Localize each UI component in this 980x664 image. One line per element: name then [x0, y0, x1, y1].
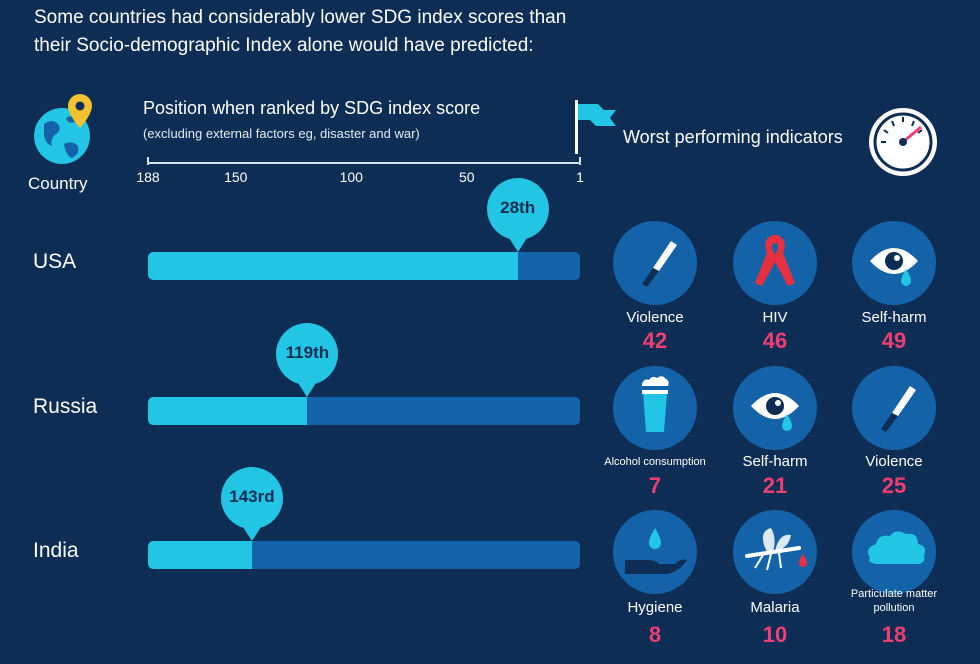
indicator-circle	[852, 221, 936, 305]
rank-label: 28th	[500, 198, 536, 217]
indicator-circle	[733, 510, 817, 594]
country-name: USA	[33, 250, 77, 273]
indicator-label: Alcohol consumption	[604, 456, 706, 468]
rank-bar	[148, 252, 518, 280]
indicator-rank-value: 49	[881, 328, 907, 353]
indicator-label: Self-harm	[742, 453, 808, 470]
indicator-circle	[613, 510, 697, 594]
crying-eye-icon	[751, 393, 799, 431]
indicators-title: Worst performing indicators	[623, 127, 843, 147]
rank-label: 143rd	[229, 487, 275, 506]
headline-line-1: Some countries had considerably lower SD…	[34, 7, 567, 28]
country-name: India	[33, 539, 79, 562]
indicator-label: Particulate matter pollution	[850, 588, 938, 614]
rank-bar-track	[148, 397, 580, 425]
indicator-label: Malaria	[750, 599, 800, 616]
indicator-rank-value: 7	[648, 473, 662, 498]
headline-line-2: their Socio-demographic Index alone woul…	[34, 35, 534, 56]
indicator-rank-value: 10	[762, 622, 788, 647]
indicator-circle	[733, 221, 817, 305]
axis-end-tick	[579, 157, 581, 165]
mosquito-icon	[745, 528, 807, 571]
axis-tick-label: 188	[136, 169, 160, 185]
rank-bar-track	[148, 252, 580, 280]
indicator-circle	[613, 221, 697, 305]
rank-bar	[148, 397, 308, 425]
rank-marker: 119th	[276, 323, 339, 385]
headline: Some countries had considerably lower SD…	[34, 4, 634, 60]
indicator-circle	[613, 366, 697, 450]
globe-pin-icon	[34, 94, 92, 164]
country-name: Russia	[33, 395, 98, 418]
rank-bar-track	[148, 541, 580, 569]
axis-subtitle: (excluding external factors eg, disaster…	[143, 126, 420, 141]
indicator-rank-value: 8	[648, 622, 662, 647]
rank-label: 119th	[285, 343, 330, 362]
rank-bar	[148, 541, 252, 569]
indicator-label: Violence	[865, 453, 923, 470]
indicator-rank-value: 46	[762, 328, 788, 353]
indicator-label: Hygiene	[627, 599, 683, 616]
crying-eye-icon	[870, 248, 918, 286]
axis-tick-label: 150	[224, 169, 248, 185]
indicator-circle	[852, 366, 936, 450]
indicator-circle	[733, 366, 817, 450]
indicator-label: HIV	[762, 309, 788, 326]
indicator-rank-value: 18	[881, 622, 907, 647]
hand-water-drop-icon	[625, 528, 687, 574]
gauge-icon	[869, 108, 937, 176]
axis-title: Position when ranked by SDG index score	[143, 98, 481, 118]
cloud-icon	[868, 531, 926, 564]
ribbon-icon	[755, 235, 795, 286]
indicator-circle	[852, 510, 936, 594]
flag-icon	[575, 100, 616, 154]
indicator-rank-value: 42	[642, 328, 668, 353]
beer-glass-icon	[642, 376, 669, 432]
axis-end-tick	[147, 157, 149, 165]
knife-icon	[881, 386, 916, 432]
indicator-label: Violence	[626, 309, 684, 326]
rank-marker: 143rd	[220, 467, 283, 529]
knife-icon	[642, 241, 677, 287]
axis-tick-label: 1	[576, 169, 584, 185]
axis-tick-label: 50	[459, 169, 475, 185]
axis-tick-label: 100	[339, 169, 363, 185]
indicator-label: Self-harm	[861, 309, 927, 326]
indicator-rank-value: 21	[762, 473, 788, 498]
country-column-label: Country	[28, 174, 88, 193]
axis-line	[148, 162, 580, 164]
indicator-rank-value: 25	[881, 473, 907, 498]
rank-marker: 28th	[486, 178, 549, 240]
